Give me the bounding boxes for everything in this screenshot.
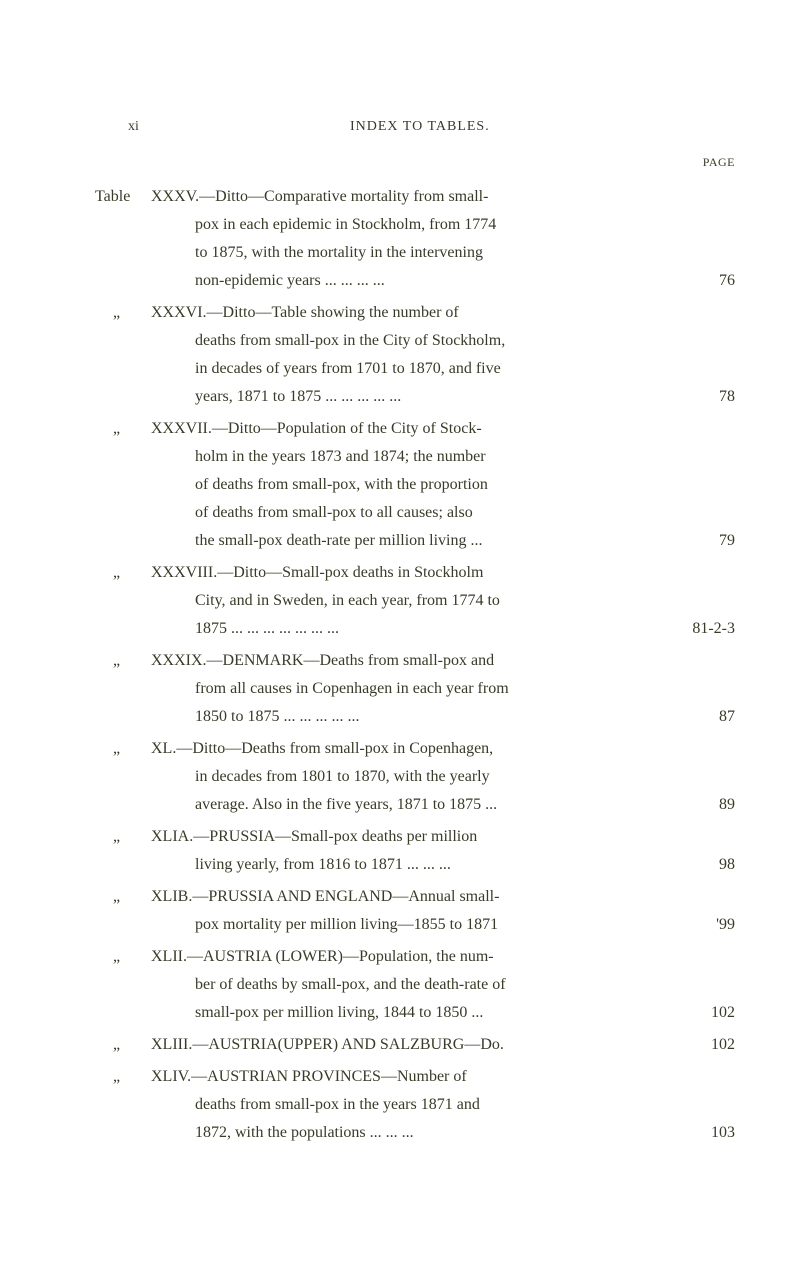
ditto-mark: „ (95, 299, 151, 327)
index-entry: „XLIV.—AUSTRIAN PROVINCES—Number of deat… (95, 1063, 735, 1147)
ditto-mark: „ (95, 415, 151, 443)
entry-roman: XXXIX. (151, 652, 207, 669)
page-column-header: PAGE (703, 155, 735, 170)
entry-text-line: pox in each epidemic in Stockholm, from … (95, 211, 735, 239)
entry-text-line: City, and in Sweden, in each year, from … (95, 587, 735, 615)
ditto-mark: „ (95, 823, 151, 851)
ditto-mark: „ (95, 647, 151, 675)
entry-text-line: —AUSTRIA(UPPER) AND SALZBURG—Do. (192, 1036, 504, 1053)
index-entry: TableXXXV.—Ditto—Comparative mortality f… (95, 183, 735, 295)
entry-text-line: —Ditto—Comparative mortality from small- (199, 188, 488, 205)
page-reference: 102 (675, 1031, 735, 1059)
index-entry: „XLIB.—PRUSSIA AND ENGLAND—Annual small-… (95, 883, 735, 939)
entry-text-line: in decades of years from 1701 to 1870, a… (95, 355, 735, 383)
entry-roman: XXXVIII. (151, 564, 217, 581)
page-reference: '99 (675, 911, 735, 939)
entry-text-line: —AUSTRIA (LOWER)—Population, the num- (187, 948, 494, 965)
ditto-mark: „ (95, 943, 151, 971)
entry-text-line: living yearly, from 1816 to 1871 ... ...… (195, 851, 675, 879)
index-entries: TableXXXV.—Ditto—Comparative mortality f… (95, 183, 735, 1147)
page-reference: 76 (675, 267, 735, 295)
entry-text-line: holm in the years 1873 and 1874; the num… (95, 443, 735, 471)
page-reference: 87 (675, 703, 735, 731)
entry-roman: XLIA. (151, 828, 193, 845)
entry-text-line: —PRUSSIA AND ENGLAND—Annual small- (192, 888, 499, 905)
entry-text-line: —Ditto—Table showing the number of (207, 304, 459, 321)
index-entry: „XLII.—AUSTRIA (LOWER)—Population, the n… (95, 943, 735, 1027)
running-head: INDEX TO TABLES. (350, 119, 490, 135)
entry-text-line: of deaths from small-pox to all causes; … (95, 499, 735, 527)
index-entry: „XL.—Ditto—Deaths from small-pox in Cope… (95, 735, 735, 819)
entry-text-line: 1850 to 1875 ... ... ... ... ... (195, 703, 675, 731)
ditto-mark: „ (95, 883, 151, 911)
entry-text-line: ber of deaths by small-pox, and the deat… (95, 971, 735, 999)
entry-roman: XLII. (151, 948, 187, 965)
entry-roman: XLIV. (151, 1068, 191, 1085)
entry-text-line: to 1875, with the mortality in the inter… (95, 239, 735, 267)
index-entry: „XXXVI.—Ditto—Table showing the number o… (95, 299, 735, 411)
ditto-mark: „ (95, 1063, 151, 1091)
entry-text-line: deaths from small-pox in the years 1871 … (95, 1091, 735, 1119)
entry-text-line: —DENMARK—Deaths from small-pox and (207, 652, 495, 669)
entry-text-line: years, 1871 to 1875 ... ... ... ... ... (195, 383, 675, 411)
entry-text-line: —Ditto—Small-pox deaths in Stockholm (217, 564, 483, 581)
entry-roman: XXXV. (151, 188, 199, 205)
index-entry: „XXXVIII.—Ditto—Small-pox deaths in Stoc… (95, 559, 735, 643)
entry-text-line: pox mortality per million living—1855 to… (195, 911, 675, 939)
page-reference: 81-2-3 (675, 615, 735, 643)
entry-text-line: average. Also in the five years, 1871 to… (195, 791, 675, 819)
entry-text-line: —Ditto—Population of the City of Stock- (212, 420, 482, 437)
entry-label: Table (95, 183, 151, 211)
entry-text-line: —AUSTRIAN PROVINCES—Number of (191, 1068, 467, 1085)
index-entry: „XLIA.—PRUSSIA—Small-pox deaths per mill… (95, 823, 735, 879)
entry-text-line: deaths from small-pox in the City of Sto… (95, 327, 735, 355)
entry-roman: XXXVII. (151, 420, 212, 437)
entry-text-line: in decades from 1801 to 1870, with the y… (95, 763, 735, 791)
entry-text-line: small-pox per million living, 1844 to 18… (195, 999, 675, 1027)
page-reference: 78 (675, 383, 735, 411)
entry-text-line: 1875 ... ... ... ... ... ... ... (195, 615, 675, 643)
entry-roman: XLIII. (151, 1036, 192, 1053)
entry-roman: XXXVI. (151, 304, 207, 321)
page-reference: 89 (675, 791, 735, 819)
index-entry: „XXXVII.—Ditto—Population of the City of… (95, 415, 735, 555)
entry-text-line: the small-pox death-rate per million liv… (195, 527, 675, 555)
entry-text-line: of deaths from small-pox, with the propo… (95, 471, 735, 499)
page-reference: 102 (675, 999, 735, 1027)
entry-text-line: from all causes in Copenhagen in each ye… (95, 675, 735, 703)
entry-text-line: —Ditto—Deaths from small-pox in Copenhag… (176, 740, 493, 757)
page-number: xi (128, 119, 139, 135)
index-entry: „XXXIX.—DENMARK—Deaths from small-pox an… (95, 647, 735, 731)
page-reference: 79 (675, 527, 735, 555)
page-reference: 103 (675, 1119, 735, 1147)
ditto-mark: „ (95, 559, 151, 587)
ditto-mark: „ (95, 1031, 151, 1059)
entry-roman: XL. (151, 740, 176, 757)
entry-text-line: non-epidemic years ... ... ... ... (195, 267, 675, 295)
entry-text-line: —PRUSSIA—Small-pox deaths per million (193, 828, 477, 845)
entry-roman: XLIB. (151, 888, 192, 905)
ditto-mark: „ (95, 735, 151, 763)
entry-text-line: 1872, with the populations ... ... ... (195, 1119, 675, 1147)
page-reference: 98 (675, 851, 735, 879)
index-entry: „XLIII.—AUSTRIA(UPPER) AND SALZBURG—Do. … (95, 1031, 735, 1059)
